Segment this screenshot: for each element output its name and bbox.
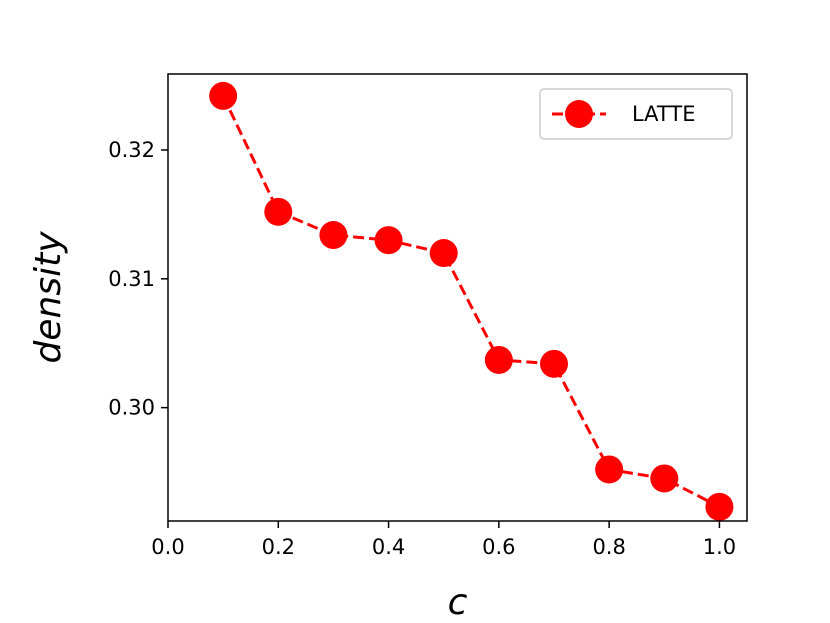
x-axis-title: c [448, 582, 468, 623]
y-tick-label: 0.32 [108, 138, 155, 162]
x-tick-label: 0.4 [372, 535, 405, 559]
series-line [221, 95, 721, 509]
plot-area [168, 74, 747, 521]
data-point [319, 221, 348, 250]
legend: LATTE [539, 88, 733, 140]
x-tick-label: 1.0 [703, 535, 736, 559]
data-point [705, 492, 734, 521]
y-tick-label: 0.30 [108, 396, 155, 420]
x-tick-label: 0.0 [151, 535, 184, 559]
data-point [374, 226, 403, 255]
legend-box [539, 88, 733, 140]
x-tick-label: 0.8 [592, 535, 625, 559]
legend-marker [565, 100, 593, 128]
data-point [484, 345, 513, 374]
legend-label: LATTE [632, 102, 695, 126]
data-point [540, 349, 568, 378]
y-axis-title: density [28, 231, 69, 364]
plot-frame [167, 73, 748, 522]
data-point [209, 81, 238, 110]
y-axis: 0.30 0.31 0.32 [108, 138, 168, 420]
data-point [595, 455, 624, 484]
series-layer [209, 81, 734, 521]
x-axis: 0.0 0.2 0.4 0.6 0.8 1.0 [151, 521, 736, 559]
x-tick-label: 0.2 [262, 535, 295, 559]
data-point [650, 464, 679, 493]
data-point [429, 239, 458, 268]
data-point [264, 197, 293, 226]
y-tick-label: 0.31 [108, 267, 155, 291]
x-tick-label: 0.6 [482, 535, 515, 559]
